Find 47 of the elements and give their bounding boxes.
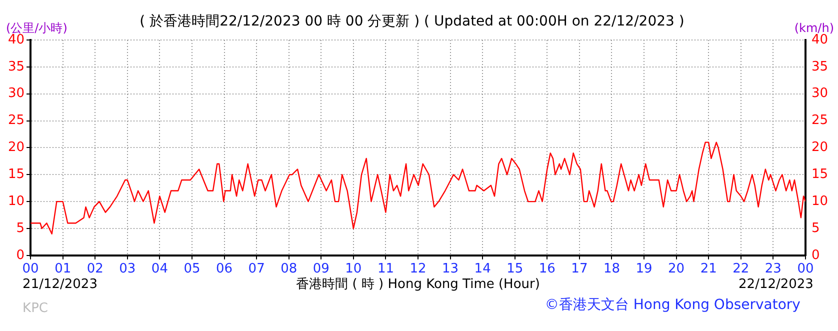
x-tick-label: 07 bbox=[248, 262, 265, 277]
y-tick-label: 5 bbox=[16, 220, 25, 236]
x-tick-label: 10 bbox=[345, 262, 362, 277]
x-tick-label: 00 bbox=[797, 262, 814, 277]
y-tick-label: 20 bbox=[8, 140, 25, 156]
y2-tick-label: 0 bbox=[811, 248, 820, 263]
x-tick-label: 08 bbox=[280, 262, 298, 277]
x-tick-label: 14 bbox=[474, 262, 491, 277]
y2-tick-label: 30 bbox=[811, 86, 828, 102]
y2-tick-label: 5 bbox=[811, 220, 820, 236]
x-tick-label: 03 bbox=[119, 262, 136, 277]
x-tick-label: 02 bbox=[86, 262, 104, 277]
chart-title: ( 於香港時間22/12/2023 00 時 00 分更新 ) ( Updated at 00:00H on 22/12/2023 ) bbox=[140, 14, 684, 30]
y-tick-label: 15 bbox=[8, 167, 25, 182]
x-tick-label: 17 bbox=[571, 262, 588, 277]
x-tick-label: 05 bbox=[184, 262, 200, 277]
x-tick-label: 18 bbox=[603, 262, 620, 277]
text: ©香港天文台 Hong Kong Observatory bbox=[544, 297, 800, 314]
y-tick-label: 25 bbox=[8, 113, 25, 128]
y2-tick-label: 10 bbox=[811, 194, 828, 209]
y2-tick-label: 25 bbox=[811, 113, 828, 128]
x-tick-label: 09 bbox=[312, 262, 330, 277]
x-tick-label: 01 bbox=[54, 262, 72, 277]
x-tick-label: 06 bbox=[216, 262, 233, 277]
y-tick-label: 0 bbox=[16, 248, 25, 263]
x-tick-label: 12 bbox=[410, 262, 426, 277]
text: KPC bbox=[22, 300, 48, 316]
x-tick-label: 16 bbox=[538, 262, 556, 277]
y2-tick-label: 35 bbox=[811, 59, 828, 74]
x-tick-label: 22 bbox=[732, 262, 750, 277]
text: 22/12/2023 bbox=[738, 276, 814, 292]
x-tick-label: 19 bbox=[636, 262, 652, 277]
x-tick-label: 00 bbox=[22, 262, 39, 277]
x-tick-label: 13 bbox=[442, 262, 459, 277]
x-axis-title: 香港時間 ( 時 ) Hong Kong Time (Hour) bbox=[296, 276, 540, 292]
x-tick-label: 21 bbox=[700, 262, 717, 277]
y2-tick-label: 15 bbox=[811, 167, 828, 182]
y2-tick-label: 20 bbox=[811, 140, 828, 156]
x-tick-label: 20 bbox=[668, 262, 685, 277]
y-tick-label: 30 bbox=[8, 86, 25, 102]
y-tick-label: 35 bbox=[8, 59, 25, 74]
x-tick-label: 11 bbox=[377, 262, 394, 277]
x-tick-label: 04 bbox=[151, 262, 168, 277]
y-tick-label: 10 bbox=[8, 194, 25, 209]
x-tick-label: 23 bbox=[764, 262, 782, 277]
x-tick-label: 15 bbox=[506, 262, 524, 277]
text: 21/12/2023 bbox=[22, 276, 98, 292]
